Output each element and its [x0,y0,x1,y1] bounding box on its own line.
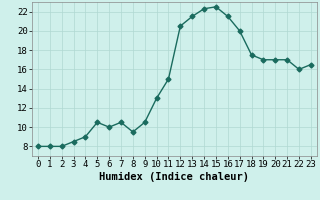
X-axis label: Humidex (Indice chaleur): Humidex (Indice chaleur) [100,172,249,182]
